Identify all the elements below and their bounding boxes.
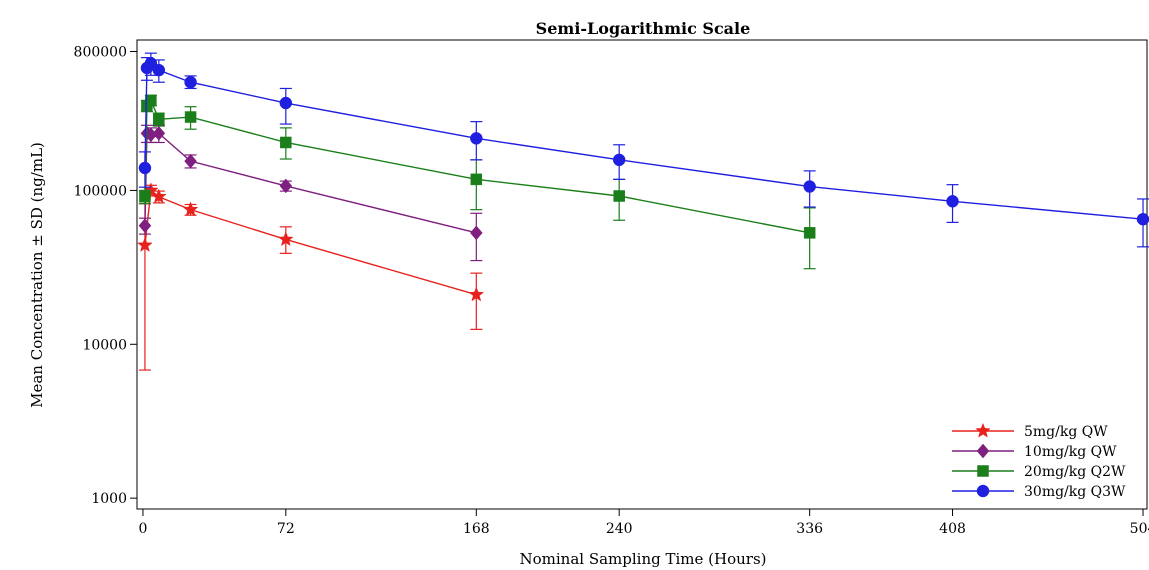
plot-area-frame — [136, 39, 1148, 510]
series-layer — [137, 52, 1149, 371]
data-point — [280, 136, 292, 149]
series-diamond — [138, 124, 483, 262]
x-tick-label: 72 — [277, 521, 295, 537]
x-tick-label: 408 — [939, 521, 966, 537]
x-axis: 0 72 168 240 336 408 504 — [138, 509, 1149, 537]
series-line — [144, 189, 477, 296]
data-point — [803, 180, 816, 193]
data-point — [151, 188, 167, 204]
legend-item: 20mg/kg Q2W — [952, 464, 1126, 480]
data-point — [153, 113, 165, 126]
series-line — [144, 132, 477, 234]
legend-item: 5mg/kg QW — [952, 422, 1108, 440]
data-point — [137, 237, 153, 252]
data-point — [138, 161, 152, 175]
data-point — [184, 111, 197, 123]
x-axis-label: Nominal Sampling Time (Hours) — [519, 550, 766, 568]
data-point — [152, 63, 166, 77]
legend-label: 30mg/kg Q3W — [1024, 484, 1126, 500]
x-tick-label: 336 — [796, 521, 823, 537]
x-tick-label: 168 — [463, 521, 490, 537]
legend-label: 20mg/kg Q2W — [1024, 464, 1126, 480]
data-point — [145, 94, 157, 107]
data-point — [612, 153, 626, 167]
data-point — [613, 190, 625, 202]
y-tick-label: 10000 — [82, 337, 127, 353]
y-axis: 1000 10000 100000 800000 — [74, 44, 137, 507]
series-star — [137, 182, 485, 371]
data-point — [184, 75, 197, 89]
chart-title: Semi-Logarithmic Scale — [536, 19, 751, 38]
data-point — [468, 286, 485, 302]
data-point — [279, 178, 293, 194]
data-point — [469, 225, 483, 241]
legend-label: 10mg/kg QW — [1024, 444, 1117, 460]
data-point — [182, 201, 199, 217]
y-tick-label: 1000 — [91, 491, 127, 507]
x-tick-label: 504 — [1130, 521, 1149, 537]
data-point — [152, 125, 166, 141]
legend-marker — [976, 484, 990, 498]
data-point — [470, 132, 483, 145]
y-axis-label: Mean Concentration ± SD (ng/mL) — [28, 142, 46, 408]
data-point — [184, 153, 197, 169]
data-point — [139, 190, 151, 203]
data-point — [138, 218, 152, 234]
data-point — [470, 173, 483, 186]
x-tick-label: 0 — [138, 521, 147, 537]
data-point — [1136, 212, 1149, 226]
error-bar — [470, 272, 483, 330]
legend-item: 10mg/kg QW — [952, 443, 1117, 460]
series-line — [144, 62, 1144, 220]
legend: 5mg/kg QW 10mg/kg QW 20mg/kg Q2W 30mg/kg Q3… — [952, 422, 1126, 500]
series-circle — [138, 52, 1149, 248]
legend-item: 30mg/kg Q3W — [952, 484, 1126, 500]
legend-label: 5mg/kg QW — [1024, 424, 1108, 440]
y-tick-label: 800000 — [74, 44, 127, 60]
data-point — [803, 227, 816, 239]
series-square — [138, 94, 816, 270]
legend-marker — [975, 422, 991, 438]
y-tick-label: 100000 — [74, 183, 127, 199]
legend-marker — [977, 465, 989, 477]
x-tick-label: 240 — [606, 521, 633, 537]
legend-marker — [976, 443, 990, 459]
data-point — [946, 195, 959, 208]
data-point — [278, 231, 294, 247]
data-point — [279, 96, 293, 110]
